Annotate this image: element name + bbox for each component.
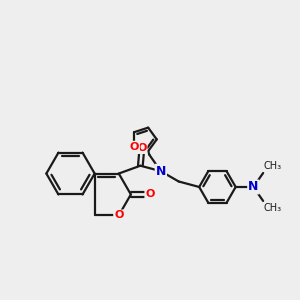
- Text: CH₃: CH₃: [263, 161, 281, 171]
- Text: CH₃: CH₃: [263, 203, 281, 213]
- Text: N: N: [156, 165, 166, 178]
- Text: O: O: [114, 210, 124, 220]
- Text: O: O: [145, 190, 155, 200]
- Text: N: N: [248, 181, 259, 194]
- Text: O: O: [130, 142, 139, 152]
- Text: O: O: [137, 143, 147, 153]
